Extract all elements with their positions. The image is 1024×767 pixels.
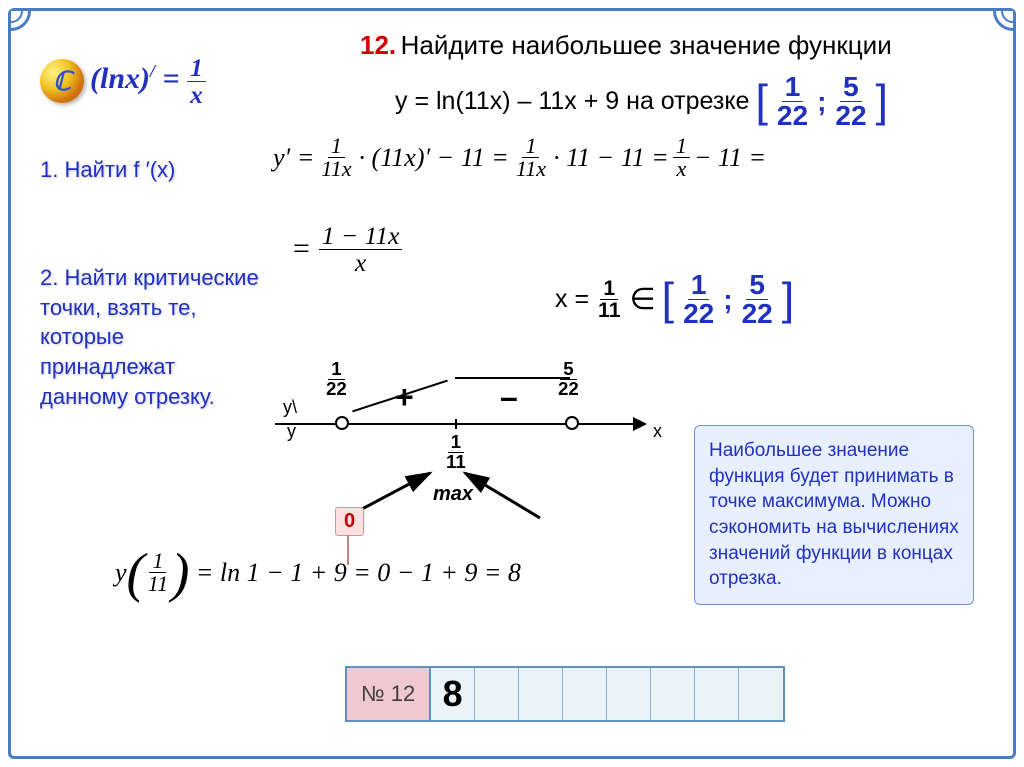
problem-function-row: y = ln(11x) – 11x + 9 на отрезке [ 1 22 … — [395, 73, 888, 130]
yprime-label: y\ — [283, 397, 297, 418]
answer-cell — [519, 668, 563, 720]
lnx-derivative-rule: (lnx)/ = 1 x — [40, 55, 206, 107]
step-1-label: 1. Найти f ′(x) — [40, 157, 175, 183]
derivative-line-2: = 1 − 11xx — [291, 223, 402, 275]
interval-sep: ; — [817, 86, 826, 118]
problem-number: 12. — [360, 30, 396, 60]
zero-callout: 0 — [335, 507, 364, 536]
critical-tick — [455, 419, 457, 429]
interval-a: 1 22 — [774, 73, 811, 130]
answer-label: № 12 — [347, 668, 431, 720]
x-value: 111 — [595, 278, 623, 322]
axis-arrow-icon — [633, 417, 647, 431]
answer-cell — [563, 668, 607, 720]
answer-cell — [695, 668, 739, 720]
problem-title: Найдите наибольшее значение функции — [401, 30, 892, 60]
problem-header: 12. Найдите наибольшее значение функции — [360, 30, 989, 61]
element-of: ∈ — [630, 282, 656, 317]
sign-plus: + — [395, 379, 414, 416]
lnx-formula: (lnx)/ = 1 x — [90, 55, 206, 107]
critical-point-row: x = 111 ∈ [ 122 ; 522 ] — [555, 271, 794, 328]
answer-cell — [607, 668, 651, 720]
crit-interval-b: 522 — [739, 271, 776, 328]
x-equals: x = — [555, 285, 589, 314]
step-2-label: 2. Найти критические точки, взять те, ко… — [40, 263, 260, 411]
slide-content: 12. Найдите наибольшее значение функции … — [25, 25, 999, 742]
evaluation-row: y ( 111 ) = ln 1 − 1 + 9 = 0 − 1 + 9 = 8 — [115, 550, 521, 595]
answer-grid: № 12 8 — [345, 666, 785, 722]
answer-cell — [651, 668, 695, 720]
interval-close: ] — [876, 76, 888, 127]
answer-cell — [475, 668, 519, 720]
x-label: x — [653, 421, 662, 442]
y-label: y — [287, 421, 296, 442]
info-icon — [40, 59, 84, 103]
nl-right-label: 522 — [555, 360, 582, 398]
interval-b: 5 22 — [832, 73, 869, 130]
derivative-line-1: y′ = 111x · (11x)′ − 11 = 111x · 11 − 11… — [273, 135, 766, 180]
endpoint-right — [565, 416, 579, 430]
hint-box: Наибольшее значение функция будет приним… — [694, 425, 974, 605]
interval-open: [ — [755, 76, 767, 127]
function-text: y = ln(11x) – 11x + 9 на отрезке — [395, 87, 749, 116]
crit-interval-a: 122 — [680, 271, 717, 328]
answer-cell: 8 — [431, 668, 475, 720]
convergence-arrows-icon — [335, 463, 555, 533]
nl-left-label: 122 — [323, 360, 350, 398]
sign-minus: – — [500, 379, 518, 416]
endpoint-left — [335, 416, 349, 430]
answer-cell — [739, 668, 783, 720]
